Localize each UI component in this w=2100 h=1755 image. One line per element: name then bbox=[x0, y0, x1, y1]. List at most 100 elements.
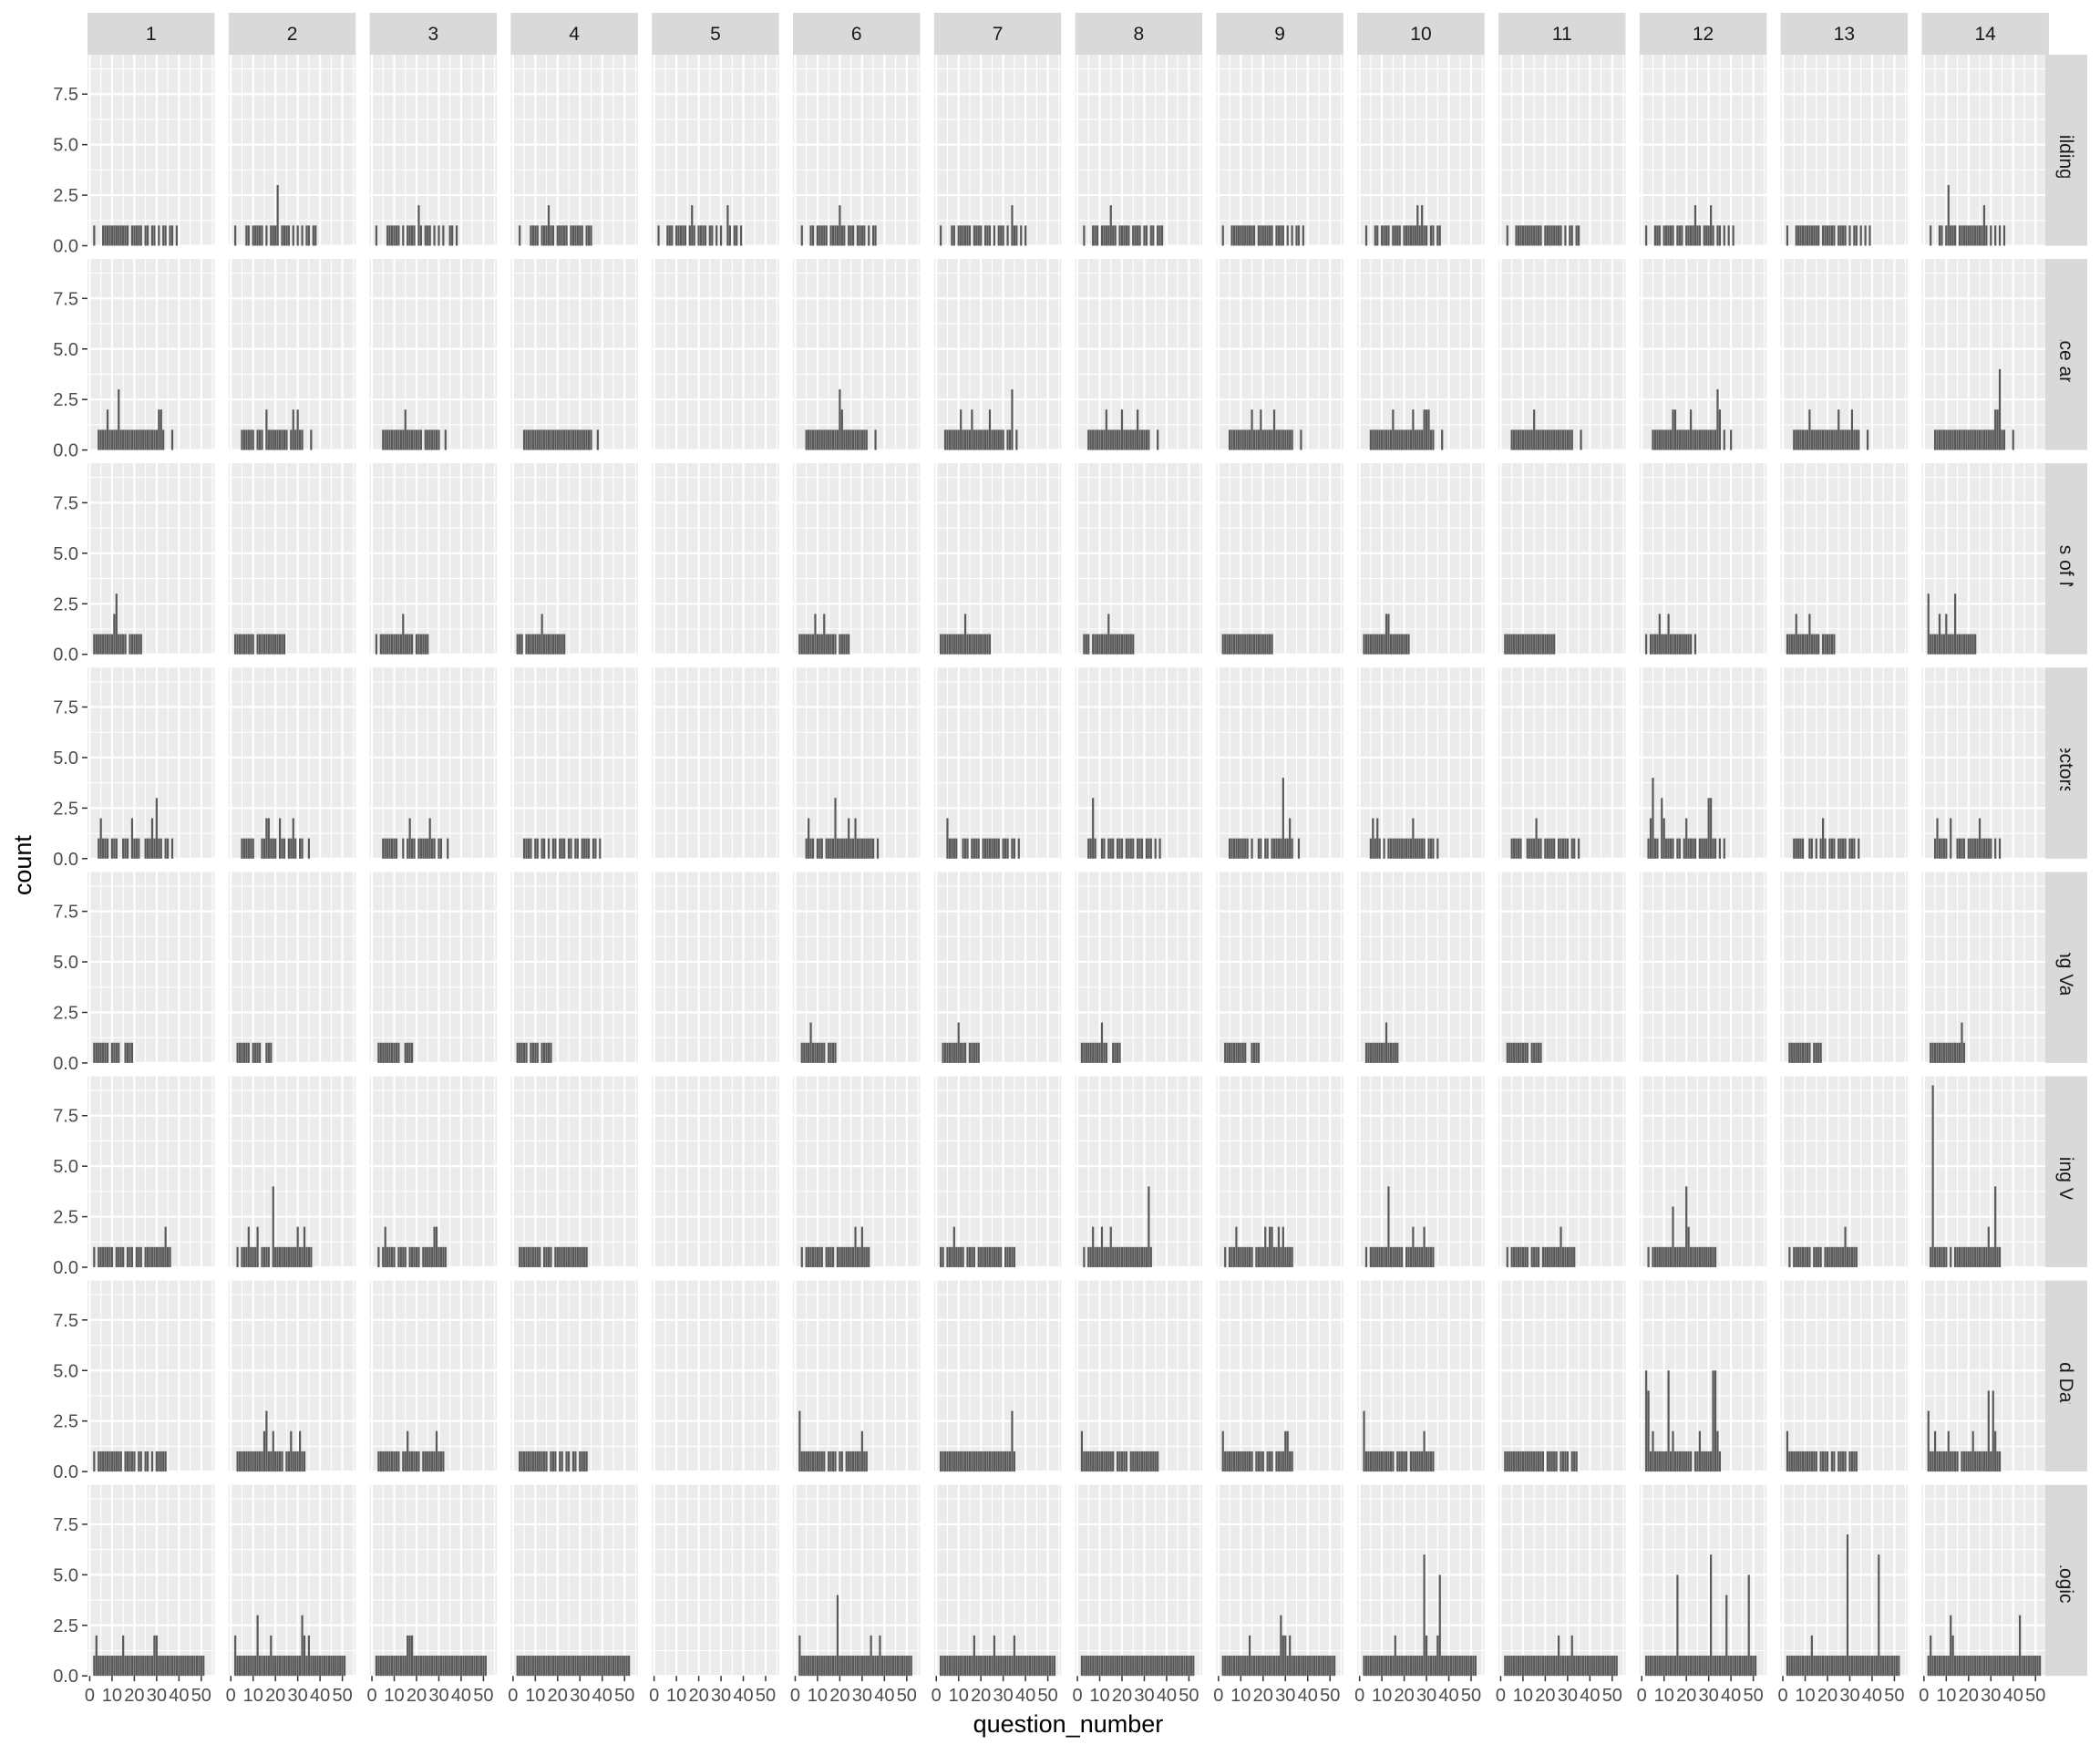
bar bbox=[1802, 1043, 1804, 1063]
bar bbox=[1808, 409, 1810, 449]
bar bbox=[290, 429, 292, 449]
bar bbox=[1152, 225, 1154, 245]
bar bbox=[812, 839, 814, 859]
bar bbox=[274, 429, 276, 449]
bar bbox=[149, 429, 150, 449]
bar bbox=[821, 635, 823, 655]
bar bbox=[561, 635, 563, 655]
bar bbox=[1959, 839, 1961, 859]
bar bbox=[1647, 1247, 1649, 1267]
bar bbox=[1688, 225, 1690, 245]
bar bbox=[543, 635, 545, 655]
bar bbox=[832, 1451, 834, 1471]
bar bbox=[955, 635, 957, 655]
bar bbox=[402, 1247, 404, 1267]
panel-background bbox=[229, 872, 355, 1063]
bar bbox=[1238, 225, 1240, 245]
bar bbox=[550, 1043, 551, 1063]
bar bbox=[859, 1247, 860, 1267]
bar bbox=[386, 1451, 388, 1471]
bar bbox=[1719, 409, 1721, 449]
panel-background bbox=[934, 1485, 1062, 1677]
bar bbox=[1538, 635, 1539, 655]
bar bbox=[1690, 1451, 1692, 1471]
bar bbox=[846, 1247, 848, 1267]
bar bbox=[828, 1247, 829, 1267]
facet-panel bbox=[1781, 1281, 1909, 1472]
bar bbox=[839, 389, 840, 450]
panel-background bbox=[1076, 1281, 1203, 1472]
bar bbox=[1374, 225, 1376, 245]
bar bbox=[1395, 635, 1396, 655]
panel-background bbox=[793, 872, 921, 1063]
bar bbox=[416, 1247, 417, 1267]
bar bbox=[568, 839, 570, 859]
bar bbox=[843, 635, 845, 655]
bar bbox=[1833, 225, 1835, 245]
facet-panel bbox=[1216, 1281, 1343, 1472]
bar bbox=[1086, 635, 1087, 655]
bar bbox=[953, 225, 955, 245]
bar bbox=[1515, 1043, 1517, 1063]
bar bbox=[413, 1247, 415, 1267]
bar bbox=[1365, 1247, 1367, 1267]
bar bbox=[409, 429, 411, 449]
bar bbox=[1436, 225, 1438, 245]
bar bbox=[98, 1656, 99, 1676]
bar bbox=[1365, 1451, 1367, 1471]
bar bbox=[594, 839, 596, 859]
bar bbox=[541, 614, 543, 654]
bar bbox=[1083, 635, 1085, 655]
bar bbox=[1126, 1451, 1127, 1471]
bar bbox=[274, 635, 276, 655]
bar bbox=[1668, 1247, 1670, 1267]
bar bbox=[834, 635, 836, 655]
bar bbox=[147, 429, 149, 449]
panel-background bbox=[1921, 1077, 2049, 1268]
bar bbox=[393, 1451, 395, 1471]
bar bbox=[1150, 1451, 1152, 1471]
bar bbox=[1663, 635, 1665, 655]
bar bbox=[984, 225, 986, 245]
bar bbox=[859, 839, 860, 859]
bar bbox=[1522, 635, 1524, 655]
bar bbox=[107, 1043, 108, 1063]
bar bbox=[98, 839, 99, 859]
bar bbox=[806, 1043, 808, 1063]
bar bbox=[980, 225, 982, 245]
bar bbox=[281, 429, 283, 449]
bar bbox=[949, 839, 951, 859]
bar bbox=[153, 1247, 155, 1267]
facet-panel bbox=[1781, 259, 1909, 450]
bar bbox=[1006, 1451, 1008, 1471]
bar bbox=[1146, 225, 1148, 245]
bar bbox=[268, 429, 270, 449]
bar bbox=[1981, 429, 1982, 449]
bar bbox=[1087, 1043, 1089, 1063]
bar bbox=[1822, 1451, 1824, 1471]
bar bbox=[1970, 1247, 1971, 1267]
panel-background bbox=[1498, 1485, 1626, 1677]
bar bbox=[1407, 839, 1409, 859]
panel-background bbox=[1640, 872, 1767, 1063]
bar bbox=[436, 1431, 438, 1471]
panel-background bbox=[88, 1485, 215, 1677]
bar bbox=[1262, 635, 1264, 655]
bar bbox=[1421, 839, 1423, 859]
bar bbox=[1121, 839, 1123, 859]
bar bbox=[1132, 839, 1134, 859]
panel-background bbox=[1216, 667, 1343, 859]
bar bbox=[1573, 1247, 1575, 1267]
bar bbox=[122, 839, 124, 859]
panel-background bbox=[1498, 872, 1626, 1063]
bar bbox=[382, 635, 384, 655]
bar bbox=[586, 225, 588, 245]
bar bbox=[971, 839, 973, 859]
bar bbox=[1652, 778, 1653, 859]
bar bbox=[1985, 225, 1987, 245]
panel-background bbox=[1216, 1281, 1343, 1472]
bar bbox=[285, 1451, 287, 1471]
bar bbox=[236, 1043, 238, 1063]
bar bbox=[131, 1451, 133, 1471]
bar bbox=[1560, 839, 1561, 859]
